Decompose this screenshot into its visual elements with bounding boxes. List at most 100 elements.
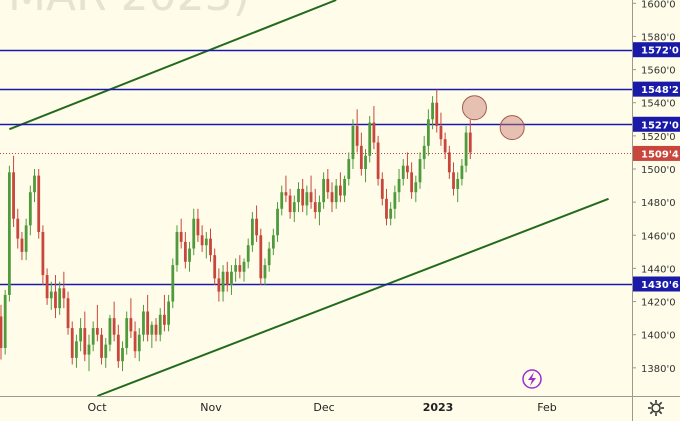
- candle: [183, 231, 187, 269]
- candle: [267, 241, 271, 272]
- y-tick-label: 1380'0: [641, 364, 676, 375]
- candle: [28, 185, 32, 236]
- candle: [368, 115, 372, 163]
- horizontal-levels: [0, 49, 632, 286]
- x-tick-label: 2023: [423, 401, 454, 414]
- candle: [355, 109, 359, 153]
- x-tick-label: Oct: [87, 401, 107, 414]
- time-axis-ticks: Oct Nov Dec 2023 Feb: [87, 401, 556, 414]
- trend-line[interactable]: [97, 197, 609, 397]
- candle: [154, 318, 158, 342]
- candles: [0, 89, 472, 372]
- svg-text:1572'0: 1572'0: [641, 46, 679, 57]
- candle: [259, 228, 263, 285]
- price-badge: 1430'6: [633, 276, 680, 292]
- candle: [426, 109, 430, 156]
- candle: [393, 185, 397, 219]
- candle: [347, 152, 351, 186]
- candle: [54, 275, 57, 319]
- candle: [309, 175, 313, 209]
- candle: [418, 152, 422, 189]
- y-tick-label: 1400'0: [641, 331, 676, 342]
- candle: [464, 125, 468, 173]
- candle: [167, 294, 170, 332]
- candle: [242, 258, 246, 282]
- x-tick-label: Dec: [313, 401, 334, 414]
- y-tick-label: 1460'0: [641, 231, 676, 242]
- candle: [452, 162, 455, 196]
- candle: [468, 119, 472, 160]
- candle: [263, 258, 267, 285]
- candle: [137, 328, 141, 362]
- candle: [322, 172, 326, 209]
- candle: [284, 175, 288, 203]
- candle: [422, 135, 426, 170]
- price-badges: 1572'0 1548'2 1527'0 1430'6 1509'4: [633, 42, 680, 292]
- highlight-circles: [461, 95, 525, 141]
- candle: [37, 169, 41, 239]
- candle: [163, 294, 166, 332]
- svg-text:1509'4: 1509'4: [641, 149, 679, 160]
- candle: [376, 135, 380, 186]
- svg-text:1430'6: 1430'6: [641, 280, 679, 291]
- x-tick-label: Feb: [537, 401, 556, 414]
- candle: [95, 304, 99, 342]
- candle: [16, 208, 20, 249]
- candle: [142, 304, 145, 342]
- y-tick-label: 1420'0: [641, 298, 676, 309]
- candle: [41, 225, 45, 285]
- candle: [276, 202, 279, 242]
- candle: [338, 172, 342, 203]
- candle: [175, 225, 179, 272]
- candle: [297, 182, 300, 213]
- candle: [380, 172, 384, 206]
- candle: [230, 265, 233, 295]
- candle: [192, 208, 196, 256]
- candle: [351, 119, 355, 170]
- candle: [359, 132, 363, 176]
- candle: [209, 228, 212, 262]
- price-axis-ticks: 1380'0 1400'0 1420'0 1440'0 1460'0 1480'0 1500…: [632, 0, 676, 375]
- candle: [397, 169, 401, 203]
- svg-text:1527'0: 1527'0: [641, 120, 679, 131]
- candle: [330, 182, 334, 213]
- candle: [116, 324, 120, 368]
- candle: [401, 159, 405, 186]
- candle: [171, 258, 175, 309]
- price-badge: 1509'4: [633, 145, 680, 161]
- candle: [326, 169, 330, 199]
- candle: [334, 178, 338, 209]
- price-badge: 1527'0: [633, 116, 680, 132]
- candle: [129, 298, 133, 339]
- lightning-icon[interactable]: [522, 369, 542, 389]
- candle: [292, 195, 296, 223]
- trend-line[interactable]: [9, 0, 337, 131]
- candle: [364, 149, 367, 183]
- candle: [200, 225, 204, 252]
- candle: [108, 314, 112, 352]
- gear-icon[interactable]: [648, 400, 664, 416]
- candle: [221, 265, 225, 302]
- candle: [24, 218, 28, 261]
- candle: [435, 89, 439, 133]
- candle: [49, 281, 53, 310]
- y-tick-label: 1500'0: [641, 165, 676, 176]
- candle: [158, 308, 162, 342]
- candle: [3, 289, 7, 355]
- candle: [288, 188, 292, 219]
- candle: [91, 321, 95, 352]
- candle: [121, 341, 124, 372]
- candle: [58, 281, 62, 315]
- candle: [150, 321, 154, 348]
- candle: [125, 311, 129, 355]
- candle: [7, 165, 11, 302]
- candle: [406, 152, 409, 179]
- candle: [179, 218, 183, 249]
- candle: [271, 228, 275, 256]
- highlight-circle: [499, 115, 525, 141]
- trend-lines: [9, 0, 609, 397]
- candle: [213, 248, 217, 285]
